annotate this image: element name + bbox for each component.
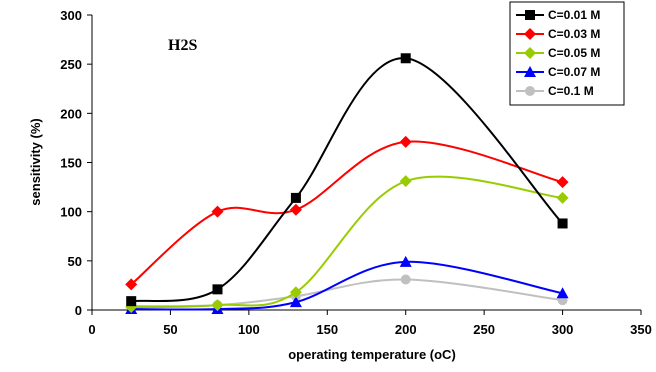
data-point [290, 192, 301, 203]
data-point [399, 255, 412, 267]
y-tick-label: 150 [60, 156, 82, 171]
series-line [131, 278, 563, 308]
data-point [399, 135, 412, 148]
data-point [289, 296, 302, 308]
x-tick-label: 200 [395, 322, 417, 337]
data-point [399, 175, 412, 188]
data-point [400, 274, 411, 285]
series-group [125, 135, 569, 291]
y-tick-label: 200 [60, 106, 82, 121]
data-point [125, 278, 138, 291]
x-tick-label: 0 [88, 322, 95, 337]
legend-label: C=0.03 M [548, 27, 600, 41]
series-line [131, 175, 563, 309]
x-tick-label: 300 [552, 322, 574, 337]
data-point [556, 287, 569, 299]
y-tick-label: 250 [60, 57, 82, 72]
series-group [125, 255, 569, 315]
data-point [556, 191, 569, 204]
legend-label: C=0.05 M [548, 46, 600, 60]
y-tick-label: 0 [75, 303, 82, 318]
series-line [131, 57, 564, 303]
x-tick-label: 150 [316, 322, 338, 337]
x-tick-label: 50 [163, 322, 177, 337]
data-point [211, 205, 224, 218]
data-point [289, 286, 302, 299]
data-point [126, 296, 137, 307]
y-tick-label: 50 [68, 254, 82, 269]
legend-marker [524, 66, 536, 77]
y-axis-label: sensitivity (%) [28, 118, 43, 205]
x-tick-label: 350 [630, 322, 652, 337]
chart-annotation: H2S [168, 37, 197, 54]
series-group [125, 175, 569, 314]
legend-marker [524, 47, 536, 59]
legend-marker [524, 28, 536, 40]
y-tick-label: 100 [60, 205, 82, 220]
legend-label: C=0.07 M [548, 65, 600, 79]
data-point [212, 284, 223, 295]
y-tick-label: 300 [60, 8, 82, 23]
axes: 0 50 100 150 200 250 300 0 50 100 150 200 250 300 350 [60, 8, 652, 337]
series-line [131, 260, 563, 311]
data-point [556, 176, 569, 189]
legend-label: C=0.1 M [548, 84, 594, 98]
series-line [130, 140, 563, 286]
x-tick-label: 100 [238, 322, 260, 337]
legend-marker [525, 10, 535, 20]
data-point [211, 299, 224, 312]
series-layer [125, 53, 569, 315]
data-point [400, 53, 411, 64]
series-group [126, 53, 568, 307]
data-point [289, 203, 302, 216]
x-axis-label: operating temperature (oC) [288, 347, 456, 362]
legend: C=0.01 M C=0.03 M C=0.05 M C=0.07 M C=0.1 M [509, 1, 625, 106]
legend-label: C=0.01 M [548, 8, 600, 22]
legend-marker [525, 86, 535, 96]
x-tick-label: 250 [473, 322, 495, 337]
data-point [557, 218, 568, 229]
